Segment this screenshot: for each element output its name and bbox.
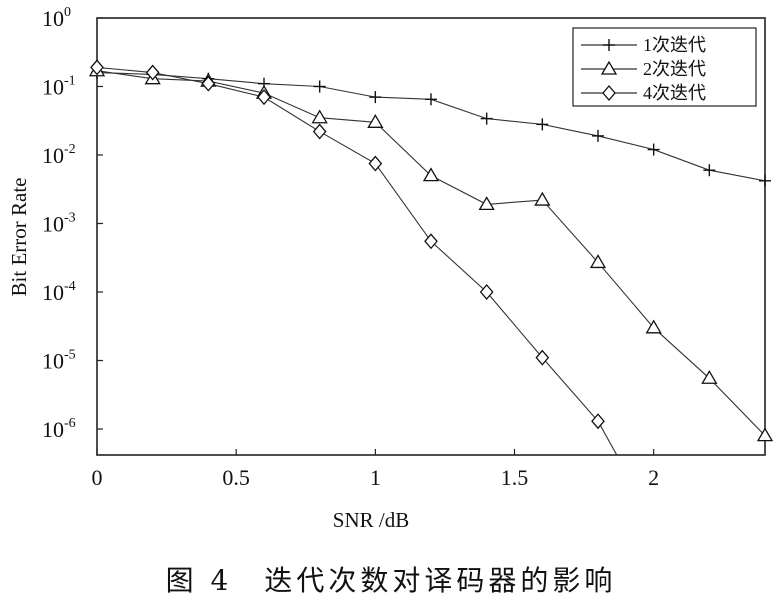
data-point xyxy=(312,123,327,140)
data-point xyxy=(424,233,438,250)
data-point xyxy=(201,75,216,92)
legend-item: 4次迭代 xyxy=(581,83,706,103)
x-tick-label: 0 xyxy=(92,465,103,490)
x-tick-label: 0.5 xyxy=(222,465,250,490)
data-point xyxy=(480,112,493,125)
data-point xyxy=(701,369,718,384)
figure-caption: 图 4 迭代次数对译码器的影响 xyxy=(166,564,617,597)
legend-label: 4次迭代 xyxy=(643,83,706,103)
y-tick-base: 10 xyxy=(42,143,64,168)
data-point xyxy=(534,191,551,206)
data-point xyxy=(478,196,495,211)
y-tick-label: 10-6 xyxy=(42,416,76,442)
y-tick-exponent: -4 xyxy=(64,279,76,294)
data-point xyxy=(368,155,383,172)
data-point xyxy=(647,143,660,156)
data-point xyxy=(90,59,104,76)
series-3 xyxy=(90,59,618,455)
y-tick-exponent: -6 xyxy=(64,416,76,431)
y-tick-base: 10 xyxy=(42,280,64,305)
data-point xyxy=(536,118,549,131)
legend-item: 2次迭代 xyxy=(581,59,706,79)
y-tick-base: 10 xyxy=(42,75,64,100)
y-tick-base: 10 xyxy=(42,6,64,31)
data-point xyxy=(311,109,328,124)
data-point xyxy=(479,284,494,300)
data-point xyxy=(535,349,550,366)
data-point xyxy=(367,114,384,128)
y-tick-base: 10 xyxy=(42,417,64,442)
y-tick-exponent: -5 xyxy=(64,348,76,363)
data-point xyxy=(145,64,160,81)
y-tick-base: 10 xyxy=(42,349,64,374)
x-axis-label: SNR /dB xyxy=(333,508,409,532)
y-tick-exponent: -1 xyxy=(64,74,76,89)
legend-item: 1次迭代 xyxy=(581,35,706,55)
data-point xyxy=(591,413,605,430)
data-point xyxy=(313,80,326,93)
data-point xyxy=(257,89,271,106)
data-point xyxy=(422,167,440,182)
data-point xyxy=(425,93,437,106)
data-series xyxy=(88,59,774,455)
x-tick-label: 2 xyxy=(648,465,659,490)
legend-label: 1次迭代 xyxy=(643,35,706,55)
x-tick-label: 1.5 xyxy=(501,465,529,490)
y-tick-exponent: -3 xyxy=(64,211,76,226)
legend-marker xyxy=(603,39,615,51)
legend: 1次迭代 2次迭代 4次迭代 xyxy=(572,27,757,107)
legend-marker xyxy=(600,60,618,75)
y-tick-exponent: -2 xyxy=(64,142,76,157)
x-tick-label: 1 xyxy=(370,465,381,490)
y-tick-exponent: 0 xyxy=(64,5,71,20)
data-point xyxy=(369,91,382,104)
data-point xyxy=(759,174,771,187)
legend-label: 2次迭代 xyxy=(643,59,706,79)
data-point xyxy=(703,164,716,177)
legend-marker xyxy=(602,85,616,101)
x-axis: 0 0.5 1 1.5 2 xyxy=(92,449,659,490)
y-tick-label: 10-5 xyxy=(42,348,76,374)
y-tick-label: 10-1 xyxy=(42,74,76,100)
y-tick-base: 10 xyxy=(42,212,64,237)
y-tick-label: 10-4 xyxy=(42,279,76,305)
y-axis-label: Bit Error Rate xyxy=(7,178,31,297)
y-tick-label: 10-2 xyxy=(42,142,76,168)
data-point xyxy=(589,254,607,269)
y-tick-label: 100 xyxy=(42,5,71,31)
data-point xyxy=(756,427,774,442)
y-tick-label: 10-3 xyxy=(42,211,76,237)
data-point xyxy=(645,319,662,334)
data-point xyxy=(592,129,604,142)
